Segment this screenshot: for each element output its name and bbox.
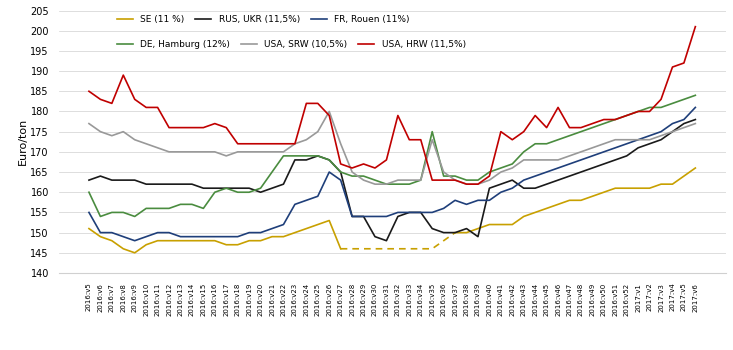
Legend: DE, Hamburg (12%), USA, SRW (10,5%), USA, HRW (11,5%): DE, Hamburg (12%), USA, SRW (10,5%), USA… (117, 40, 465, 49)
Y-axis label: Euro/ton: Euro/ton (18, 118, 28, 166)
